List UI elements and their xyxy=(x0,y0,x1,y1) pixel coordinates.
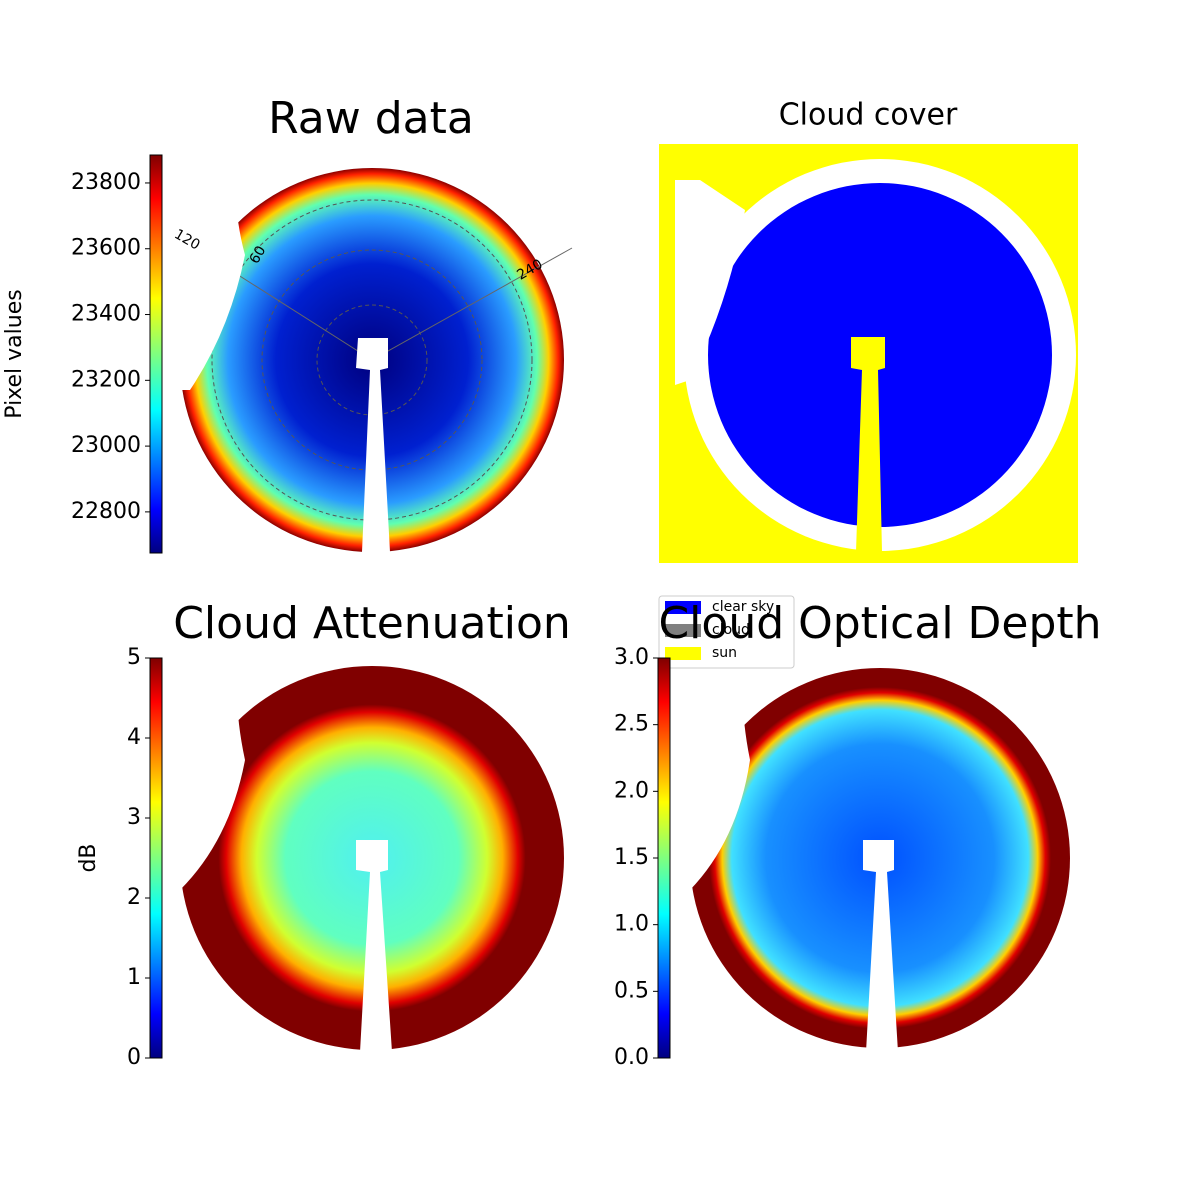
y-tick-label: 23000 xyxy=(71,433,141,458)
colorbar xyxy=(657,657,671,1059)
chart-title: Cloud cover xyxy=(779,98,958,133)
colorbar-label: dB xyxy=(76,843,101,872)
polar-label: 60 xyxy=(247,243,270,266)
y-tick-label: 0.5 xyxy=(614,978,649,1003)
y-tick-label: 23200 xyxy=(71,367,141,392)
y-tick-label: 1 xyxy=(127,965,141,990)
y-tick-label: 0.0 xyxy=(614,1045,649,1070)
y-tick-label: 0 xyxy=(127,1045,141,1070)
legend-swatch xyxy=(665,601,701,614)
y-tick-label: 2 xyxy=(127,885,141,910)
y-tick-label: 1.0 xyxy=(614,912,649,937)
colorbar-label: Pixel values xyxy=(2,289,27,418)
polar-axis xyxy=(371,247,573,361)
y-tick-label: 4 xyxy=(127,725,141,750)
legend-label: cloud xyxy=(712,622,750,638)
mask xyxy=(675,180,745,385)
legend-swatch xyxy=(665,647,701,660)
panels xyxy=(170,144,1078,1052)
chart-title: Cloud Optical Depth xyxy=(658,598,1101,649)
y-tick-label: 23600 xyxy=(71,236,141,261)
y-tick-label: 23400 xyxy=(71,302,141,327)
mask xyxy=(680,650,750,890)
y-tick-label: 3.0 xyxy=(614,645,649,670)
y-tick-label: 1.5 xyxy=(614,845,649,870)
y-tick-label: 5 xyxy=(127,645,141,670)
legend-label: sun xyxy=(712,645,737,661)
chart-title: Raw data xyxy=(268,93,474,144)
chart-title: Cloud Attenuation xyxy=(173,598,571,649)
y-tick-label: 3 xyxy=(127,805,141,830)
mask xyxy=(356,840,392,1052)
y-tick-label: 22800 xyxy=(71,499,141,524)
colorbar xyxy=(149,154,163,554)
y-tick-label: 2.5 xyxy=(614,712,649,737)
sun-region xyxy=(851,337,885,552)
mask xyxy=(170,150,245,390)
mask xyxy=(170,650,245,890)
mask xyxy=(863,840,898,1052)
y-tick-label: 2.0 xyxy=(614,778,649,803)
colorbar xyxy=(149,657,163,1059)
polar-grid xyxy=(261,249,483,471)
mask xyxy=(356,338,390,552)
polar-grid xyxy=(211,199,533,521)
legend-label: clear sky xyxy=(712,599,774,615)
legend-swatch xyxy=(665,624,701,637)
y-tick-label: 23800 xyxy=(71,170,141,195)
